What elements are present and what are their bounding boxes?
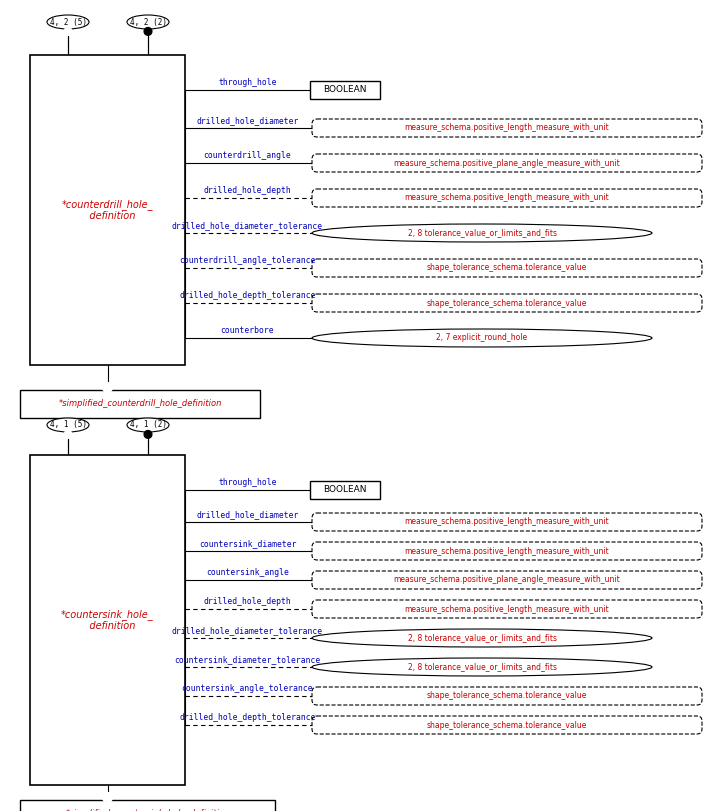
Text: *simplified_countersink_hole_definition: *simplified_countersink_hole_definition — [65, 809, 230, 811]
Ellipse shape — [127, 15, 169, 29]
FancyBboxPatch shape — [312, 600, 702, 618]
Text: counterdrill_angle: counterdrill_angle — [204, 151, 292, 160]
Text: measure_schema.positive_length_measure_with_unit: measure_schema.positive_length_measure_w… — [405, 123, 610, 132]
Bar — [30, 55, 185, 365]
Bar — [30, 455, 185, 785]
Text: measure_schema.positive_length_measure_with_unit: measure_schema.positive_length_measure_w… — [405, 547, 610, 556]
Text: 4, 2 (5): 4, 2 (5) — [50, 18, 86, 27]
Circle shape — [103, 792, 113, 803]
Circle shape — [103, 383, 113, 393]
Text: 2, 7 explicit_round_hole: 2, 7 explicit_round_hole — [437, 333, 528, 342]
Text: countersink_diameter: countersink_diameter — [199, 539, 297, 548]
Text: 4, 2 (2): 4, 2 (2) — [129, 18, 167, 27]
Text: measure_schema.positive_length_measure_with_unit: measure_schema.positive_length_measure_w… — [405, 604, 610, 613]
Circle shape — [144, 431, 152, 439]
Text: shape_tolerance_schema.tolerance_value: shape_tolerance_schema.tolerance_value — [426, 264, 587, 272]
Text: 2, 8 tolerance_value_or_limits_and_fits: 2, 8 tolerance_value_or_limits_and_fits — [408, 633, 556, 642]
Text: *countersink_hole_
   definition: *countersink_hole_ definition — [61, 609, 154, 631]
FancyBboxPatch shape — [312, 542, 702, 560]
Text: measure_schema.positive_length_measure_with_unit: measure_schema.positive_length_measure_w… — [405, 517, 610, 526]
Ellipse shape — [312, 224, 652, 242]
Text: shape_tolerance_schema.tolerance_value: shape_tolerance_schema.tolerance_value — [426, 692, 587, 701]
Text: countersink_angle: countersink_angle — [206, 568, 289, 577]
Text: countersink_angle_tolerance: countersink_angle_tolerance — [182, 684, 313, 693]
Text: through_hole: through_hole — [218, 478, 276, 487]
Text: BOOLEAN: BOOLEAN — [323, 486, 367, 495]
Text: *counterdrill_hole_
   definition: *counterdrill_hole_ definition — [62, 199, 153, 221]
Text: counterbore: counterbore — [220, 326, 274, 335]
Circle shape — [64, 28, 72, 36]
Ellipse shape — [312, 629, 652, 647]
Circle shape — [64, 431, 72, 439]
Text: measure_schema.positive_plane_angle_measure_with_unit: measure_schema.positive_plane_angle_meas… — [393, 576, 620, 585]
Text: drilled_hole_depth_tolerance: drilled_hole_depth_tolerance — [180, 291, 316, 300]
Text: 4, 1 (5): 4, 1 (5) — [50, 420, 86, 430]
FancyBboxPatch shape — [312, 716, 702, 734]
FancyBboxPatch shape — [312, 513, 702, 531]
Text: drilled_hole_diameter: drilled_hole_diameter — [196, 510, 299, 519]
Bar — [20, 800, 275, 811]
Text: 4, 1 (2): 4, 1 (2) — [129, 420, 167, 430]
Ellipse shape — [47, 15, 89, 29]
Ellipse shape — [127, 418, 169, 432]
Text: through_hole: through_hole — [218, 78, 276, 87]
Bar — [20, 390, 260, 418]
Ellipse shape — [47, 418, 89, 432]
Text: shape_tolerance_schema.tolerance_value: shape_tolerance_schema.tolerance_value — [426, 720, 587, 730]
Text: drilled_hole_diameter_tolerance: drilled_hole_diameter_tolerance — [172, 626, 323, 635]
Ellipse shape — [312, 658, 652, 676]
Text: 2, 8 tolerance_value_or_limits_and_fits: 2, 8 tolerance_value_or_limits_and_fits — [408, 663, 556, 672]
Text: drilled_hole_diameter: drilled_hole_diameter — [196, 116, 299, 125]
Ellipse shape — [312, 329, 652, 347]
Text: 2, 8 tolerance_value_or_limits_and_fits: 2, 8 tolerance_value_or_limits_and_fits — [408, 229, 556, 238]
Text: drilled_hole_depth_tolerance: drilled_hole_depth_tolerance — [180, 713, 316, 722]
FancyBboxPatch shape — [312, 571, 702, 589]
FancyBboxPatch shape — [312, 119, 702, 137]
Bar — [310, 481, 380, 499]
FancyBboxPatch shape — [312, 189, 702, 207]
Text: drilled_hole_depth: drilled_hole_depth — [204, 186, 292, 195]
Text: *simplified_counterdrill_hole_definition: *simplified_counterdrill_hole_definition — [58, 400, 222, 409]
Text: drilled_hole_depth: drilled_hole_depth — [204, 597, 292, 606]
FancyBboxPatch shape — [312, 259, 702, 277]
FancyBboxPatch shape — [312, 294, 702, 312]
Text: measure_schema.positive_plane_angle_measure_with_unit: measure_schema.positive_plane_angle_meas… — [393, 158, 620, 168]
Text: BOOLEAN: BOOLEAN — [323, 85, 367, 95]
FancyBboxPatch shape — [312, 154, 702, 172]
Text: measure_schema.positive_length_measure_with_unit: measure_schema.positive_length_measure_w… — [405, 194, 610, 203]
Text: shape_tolerance_schema.tolerance_value: shape_tolerance_schema.tolerance_value — [426, 298, 587, 307]
Circle shape — [144, 28, 152, 36]
FancyBboxPatch shape — [312, 687, 702, 705]
Bar — [310, 81, 380, 99]
Text: counterdrill_angle_tolerance: counterdrill_angle_tolerance — [180, 256, 316, 265]
Text: countersink_diameter_tolerance: countersink_diameter_tolerance — [174, 655, 321, 664]
Text: drilled_hole_diameter_tolerance: drilled_hole_diameter_tolerance — [172, 221, 323, 230]
